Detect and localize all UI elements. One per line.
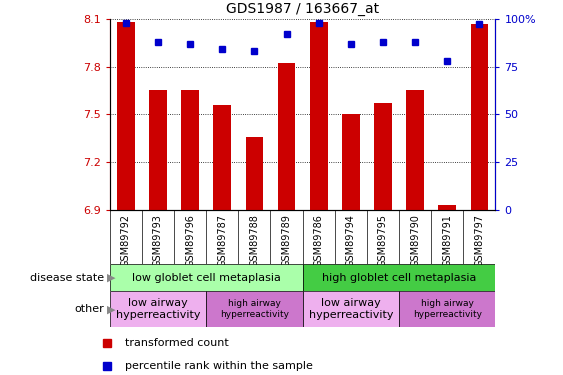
Text: GSM89796: GSM89796 — [185, 214, 195, 267]
Bar — [110, 291, 206, 327]
Bar — [310, 22, 328, 210]
Bar — [342, 114, 360, 210]
Bar — [117, 22, 135, 210]
Text: low airway
hyperreactivity: low airway hyperreactivity — [309, 298, 393, 320]
Text: GSM89787: GSM89787 — [217, 214, 227, 267]
Text: GSM89788: GSM89788 — [249, 214, 260, 267]
Text: GSM89791: GSM89791 — [442, 214, 452, 267]
Text: GSM89790: GSM89790 — [410, 214, 420, 267]
Bar — [206, 291, 303, 327]
Text: GSM89797: GSM89797 — [475, 214, 484, 267]
Text: GSM89795: GSM89795 — [378, 214, 388, 267]
Bar — [439, 205, 456, 210]
Text: low globlet cell metaplasia: low globlet cell metaplasia — [132, 273, 280, 283]
Bar — [406, 90, 424, 210]
Text: high globlet cell metaplasia: high globlet cell metaplasia — [322, 273, 476, 283]
Text: ▶: ▶ — [107, 273, 115, 283]
Bar — [181, 90, 199, 210]
Text: GSM89792: GSM89792 — [121, 214, 131, 267]
Bar — [399, 291, 495, 327]
Text: percentile rank within the sample: percentile rank within the sample — [125, 361, 313, 371]
Bar — [278, 63, 296, 210]
Title: GDS1987 / 163667_at: GDS1987 / 163667_at — [226, 2, 379, 16]
Bar — [213, 105, 231, 210]
Bar — [245, 136, 263, 210]
Text: GSM89794: GSM89794 — [346, 214, 356, 267]
Text: GSM89789: GSM89789 — [282, 214, 292, 267]
Text: other: other — [74, 304, 104, 314]
Text: transformed count: transformed count — [125, 338, 229, 348]
Bar — [471, 24, 488, 210]
Text: high airway
hyperreactivity: high airway hyperreactivity — [220, 300, 289, 319]
Bar — [303, 264, 495, 291]
Bar — [110, 264, 303, 291]
Bar — [149, 90, 167, 210]
Text: ▶: ▶ — [107, 304, 115, 314]
Text: disease state: disease state — [30, 273, 104, 283]
Bar — [374, 103, 392, 210]
Text: high airway
hyperreactivity: high airway hyperreactivity — [413, 300, 482, 319]
Text: GSM89793: GSM89793 — [153, 214, 163, 267]
Text: low airway
hyperreactivity: low airway hyperreactivity — [116, 298, 200, 320]
Bar — [303, 291, 399, 327]
Text: GSM89786: GSM89786 — [314, 214, 324, 267]
